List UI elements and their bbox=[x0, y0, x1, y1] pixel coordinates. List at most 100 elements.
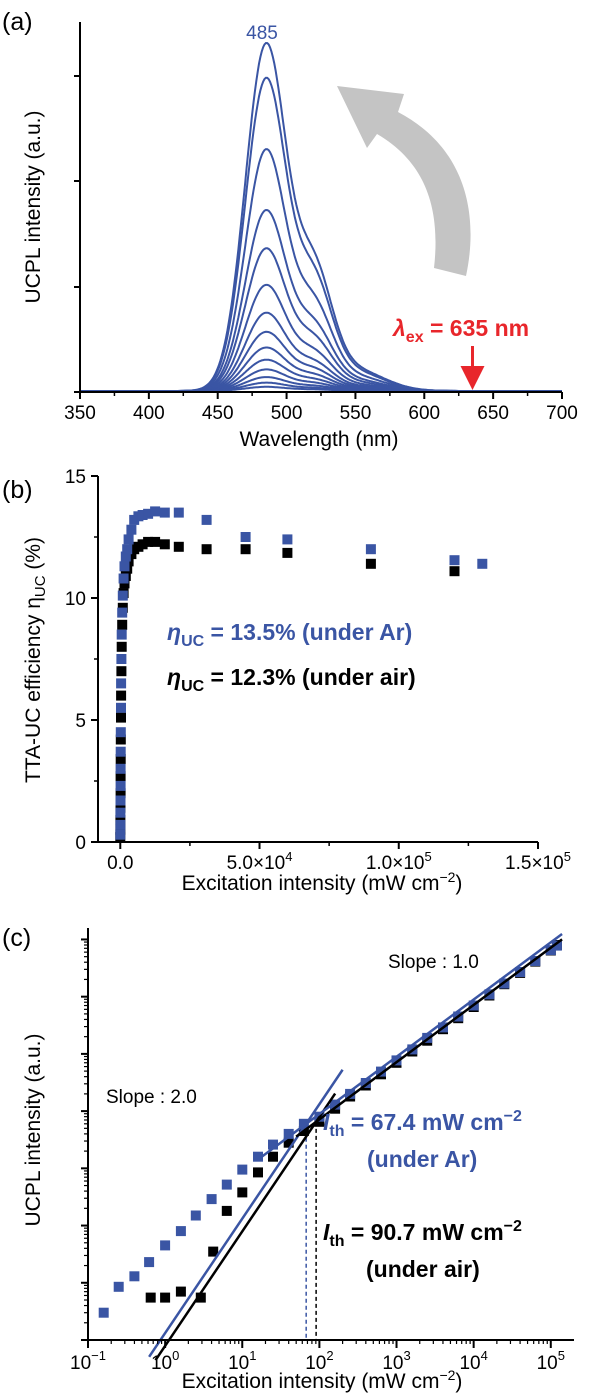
slope-low-label: Slope : 2.0 bbox=[106, 1087, 197, 1108]
point-air bbox=[268, 1151, 278, 1162]
excitation-wavelength-label: λex = 635 nm bbox=[391, 315, 529, 346]
panel-a-x-axis-label: Wavelength (nm) bbox=[239, 428, 398, 451]
point-ar bbox=[330, 1099, 341, 1110]
point-ar bbox=[115, 763, 126, 774]
point-air bbox=[150, 536, 161, 547]
ith-value-ar: = 67.4 mW cm bbox=[345, 1109, 504, 1135]
point-ar bbox=[116, 629, 127, 640]
point-ar bbox=[113, 1281, 124, 1292]
point-ar bbox=[173, 507, 184, 518]
lambda-subscript: ex bbox=[406, 329, 424, 346]
point-air bbox=[237, 1187, 248, 1198]
grey-trend-arrow bbox=[337, 86, 471, 276]
peak-wavelength-label: 485 bbox=[246, 23, 278, 44]
point-ar bbox=[98, 1307, 109, 1318]
point-air bbox=[173, 541, 184, 552]
threshold-annotation-air: Ith = 90.7 mW cm−2 bbox=[323, 1218, 522, 1250]
panel-b-y-axis-label: TTA-UC efficiency ηUC (%) bbox=[22, 537, 49, 783]
point-ar bbox=[120, 551, 131, 562]
efficiency-annotation-ar: ηUC = 13.5% (under Ar) bbox=[167, 619, 412, 650]
point-air bbox=[159, 539, 170, 550]
panel-c-x-axis-label-sup: −2 bbox=[439, 1367, 455, 1383]
point-ar bbox=[116, 654, 127, 664]
point-ar bbox=[122, 544, 133, 555]
point-air bbox=[116, 712, 126, 723]
panel-c-label: (c) bbox=[2, 924, 31, 952]
point-air bbox=[145, 1292, 156, 1303]
y-tick-label: 15 bbox=[65, 467, 86, 488]
point-air bbox=[117, 619, 128, 630]
fit-slope-2-air bbox=[154, 1092, 337, 1361]
point-ar bbox=[206, 1194, 217, 1205]
point-ar bbox=[360, 1078, 371, 1088]
x-tick-label: 105 bbox=[537, 1348, 565, 1374]
point-air bbox=[115, 771, 126, 782]
point-ar bbox=[115, 727, 126, 738]
eta-subscript-air: UC bbox=[181, 678, 205, 695]
panel-b-points bbox=[115, 506, 488, 843]
fit-slope-1-air bbox=[295, 938, 563, 1138]
point-ar bbox=[116, 702, 126, 713]
point-ar bbox=[119, 561, 130, 572]
y-tick-label: 10 bbox=[65, 589, 86, 610]
x-tick-label: 103 bbox=[382, 1348, 410, 1374]
panel-c-x-axis-label-main: Excitation intensity (mW cm bbox=[182, 1370, 440, 1393]
point-air bbox=[195, 1292, 206, 1303]
panel-c: (c) 10−1 100 101 102 103 104 105 Excitation in… bbox=[2, 924, 574, 1393]
fit-slope-2-ar bbox=[148, 1069, 344, 1358]
x-tick-label: 500 bbox=[271, 403, 303, 424]
point-air bbox=[283, 1137, 294, 1148]
point-ar bbox=[126, 524, 137, 535]
ith-symbol-ar: I bbox=[323, 1109, 330, 1135]
point-ar bbox=[144, 1257, 155, 1268]
point-ar bbox=[376, 1066, 386, 1077]
x-tick-label: 101 bbox=[228, 1348, 256, 1374]
panel-a-label: (a) bbox=[2, 8, 33, 36]
panel-b: (b) 0 5 10 15 0.0 5.0×104 1.0×105 1.5×105 Exci… bbox=[2, 467, 571, 895]
x-tick-label: 600 bbox=[408, 403, 440, 424]
y-tick-label: 5 bbox=[75, 711, 86, 732]
x-tick-label: 350 bbox=[64, 403, 96, 424]
panel-b-label: (b) bbox=[2, 476, 33, 504]
point-ar bbox=[530, 956, 541, 966]
point-air bbox=[116, 690, 127, 701]
panel-c-y-ticks bbox=[81, 938, 88, 1341]
point-ar bbox=[268, 1139, 278, 1150]
point-ar bbox=[365, 544, 376, 555]
point-ar bbox=[283, 1128, 294, 1139]
y-tick-label: 0 bbox=[75, 833, 86, 854]
panel-c-x-ticks: 10−1 100 101 102 103 104 105 bbox=[70, 1340, 565, 1374]
point-air bbox=[115, 754, 126, 764]
point-ar bbox=[159, 507, 170, 518]
point-air bbox=[221, 1205, 232, 1216]
point-air bbox=[253, 1167, 263, 1178]
point-air bbox=[160, 1292, 171, 1303]
point-air bbox=[143, 536, 154, 547]
point-ar bbox=[118, 573, 129, 584]
point-air bbox=[201, 544, 212, 555]
ith-unit-sup-ar: −2 bbox=[504, 1108, 522, 1125]
panel-b-x-axis-label-main: Excitation intensity (mW cm bbox=[182, 872, 440, 895]
slope-high-label: Slope : 1.0 bbox=[388, 952, 479, 973]
eta-symbol-ar: η bbox=[167, 619, 181, 645]
point-ar bbox=[201, 514, 212, 525]
lambda-symbol: λ bbox=[391, 315, 406, 341]
point-ar bbox=[298, 1118, 309, 1129]
point-ar bbox=[123, 534, 134, 545]
point-ar bbox=[137, 510, 148, 520]
x-tick-label: 450 bbox=[202, 403, 234, 424]
point-air bbox=[137, 539, 148, 550]
point-ar bbox=[175, 1226, 186, 1237]
point-ar bbox=[221, 1179, 232, 1190]
x-tick-label: 700 bbox=[546, 403, 578, 424]
point-ar bbox=[115, 746, 126, 757]
panel-b-y-axis-label-main: TTA-UC efficiency η bbox=[22, 597, 45, 783]
point-ar bbox=[477, 558, 488, 569]
panel-c-threshold-droplines bbox=[305, 1121, 317, 1340]
point-ar bbox=[117, 607, 128, 618]
efficiency-value-ar: = 13.5% (under Ar) bbox=[204, 619, 412, 645]
point-air bbox=[240, 544, 251, 555]
point-ar bbox=[551, 940, 562, 951]
panel-b-x-ticks: 0.0 5.0×104 1.0×105 1.5×105 bbox=[107, 842, 571, 874]
point-ar bbox=[253, 1151, 263, 1162]
